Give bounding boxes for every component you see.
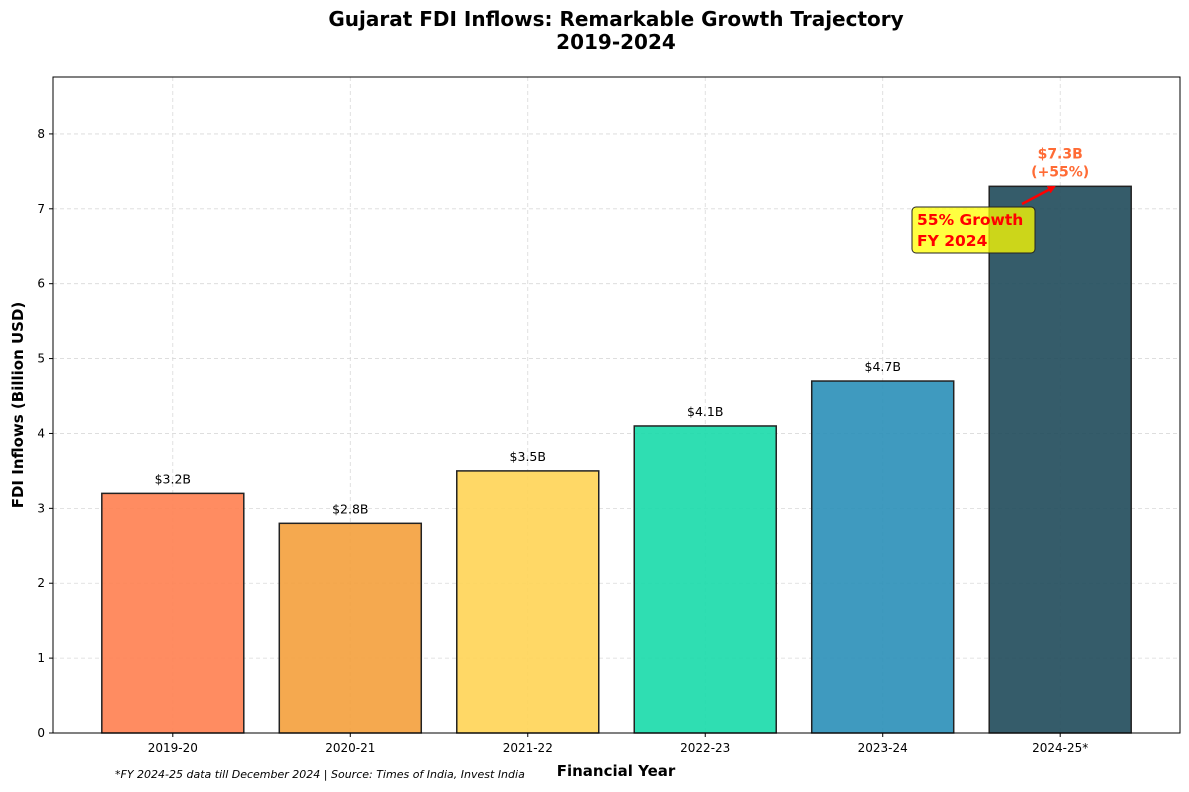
x-axis-label: Financial Year [557, 762, 676, 780]
x-tick-label: 2020-21 [325, 741, 375, 755]
bar-value-label: $2.8B [332, 501, 368, 516]
bar-2023-24 [810, 380, 955, 734]
x-tick-label: 2023-24 [858, 741, 908, 755]
bar-value-label: $4.7B [865, 359, 901, 374]
plot-frame [52, 76, 1181, 734]
bar-2019-20 [101, 492, 245, 734]
y-tick-label: 3 [37, 501, 45, 515]
x-axis: 2019-20 2020-21 2021-22 2022-23 2023-24 2024-… [148, 733, 1088, 755]
last-bar-value-label: $7.3B [1038, 146, 1083, 162]
x-tick-label: 2019-20 [148, 741, 198, 755]
chart-title-line2: 2019-2024 [556, 30, 676, 54]
last-bar-growth-label: (+55%) [1031, 164, 1089, 180]
x-tick-label: 2022-23 [680, 741, 730, 755]
y-tick-label: 2 [37, 576, 45, 590]
x-tick-label: 2024-25* [1032, 741, 1088, 755]
annotation-box [911, 206, 1036, 254]
bar-2021-22 [456, 470, 600, 734]
bar-2022-23 [633, 425, 777, 734]
growth-annotation: 55% Growth FY 2024 [911, 185, 1056, 254]
y-tick-label: 1 [37, 651, 45, 665]
bar-value-label: $3.2B [155, 471, 191, 486]
bar-2024-25* [988, 185, 1132, 734]
y-tick-label: 8 [37, 127, 45, 141]
y-axis-label: FDI Inflows (Billion USD) [9, 302, 27, 509]
y-tick-label: 6 [37, 277, 45, 291]
annotation-arrow [1021, 185, 1056, 206]
y-tick-label: 5 [37, 352, 45, 366]
y-tick-label: 0 [37, 726, 45, 740]
y-axis: 0 1 2 3 4 5 6 7 8 [37, 127, 53, 740]
source-footnote: *FY 2024-25 data till December 2024 | So… [115, 768, 525, 781]
y-tick-label: 4 [37, 426, 45, 440]
bar-value-label: $4.1B [687, 404, 723, 419]
chart-title-line1: Gujarat FDI Inflows: Remarkable Growth T… [328, 7, 903, 31]
bar-2020-21 [278, 522, 423, 734]
bar-labels: $3.2B $2.8B $3.5B $4.1B $4.7B $7.3B (+55%) [155, 146, 1090, 516]
bars [101, 185, 1132, 734]
y-tick-label: 7 [37, 202, 45, 216]
annotation-text-line2: FY 2024 [917, 232, 988, 250]
x-tick-label: 2021-22 [503, 741, 553, 755]
annotation-text-line1: 55% Growth [917, 211, 1023, 229]
bar-value-label: $3.5B [510, 449, 546, 464]
